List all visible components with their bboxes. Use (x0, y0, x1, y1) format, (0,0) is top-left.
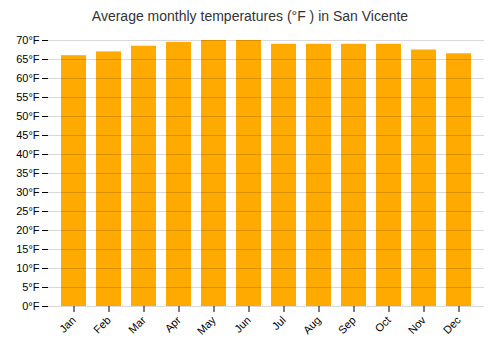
svg-text:60°F: 60°F (16, 72, 40, 84)
svg-text:30°F: 30°F (16, 186, 40, 198)
svg-text:20°F: 20°F (16, 224, 40, 236)
svg-text:Dec: Dec (441, 313, 464, 336)
svg-text:5°F: 5°F (22, 281, 40, 293)
svg-text:Sep: Sep (336, 314, 358, 336)
svg-text:40°F: 40°F (16, 148, 40, 160)
svg-text:55°F: 55°F (16, 91, 40, 103)
svg-text:65°F: 65°F (16, 53, 40, 65)
svg-text:Apr: Apr (162, 314, 183, 335)
svg-text:Nov: Nov (406, 313, 429, 336)
svg-text:Oct: Oct (372, 314, 393, 335)
svg-text:Mar: Mar (126, 314, 148, 336)
svg-text:50°F: 50°F (16, 110, 40, 122)
svg-text:Feb: Feb (91, 314, 113, 336)
svg-text:15°F: 15°F (16, 243, 40, 255)
svg-text:35°F: 35°F (16, 167, 40, 179)
svg-text:0°F: 0°F (22, 300, 40, 312)
svg-text:Jan: Jan (57, 314, 78, 335)
html-text:Average monthly temperatures (: Average monthly temperatures (°F ) in Sa… (91, 8, 409, 24)
svg-text:Aug: Aug (301, 314, 323, 336)
svg-text:10°F: 10°F (16, 262, 40, 274)
svg-text:Jul: Jul (269, 314, 287, 332)
svg-text:Jun: Jun (232, 314, 253, 335)
svg-text:May: May (195, 313, 219, 337)
svg-text:45°F: 45°F (16, 129, 40, 141)
svg-text:70°F: 70°F (16, 34, 40, 46)
svg-text:25°F: 25°F (16, 205, 40, 217)
